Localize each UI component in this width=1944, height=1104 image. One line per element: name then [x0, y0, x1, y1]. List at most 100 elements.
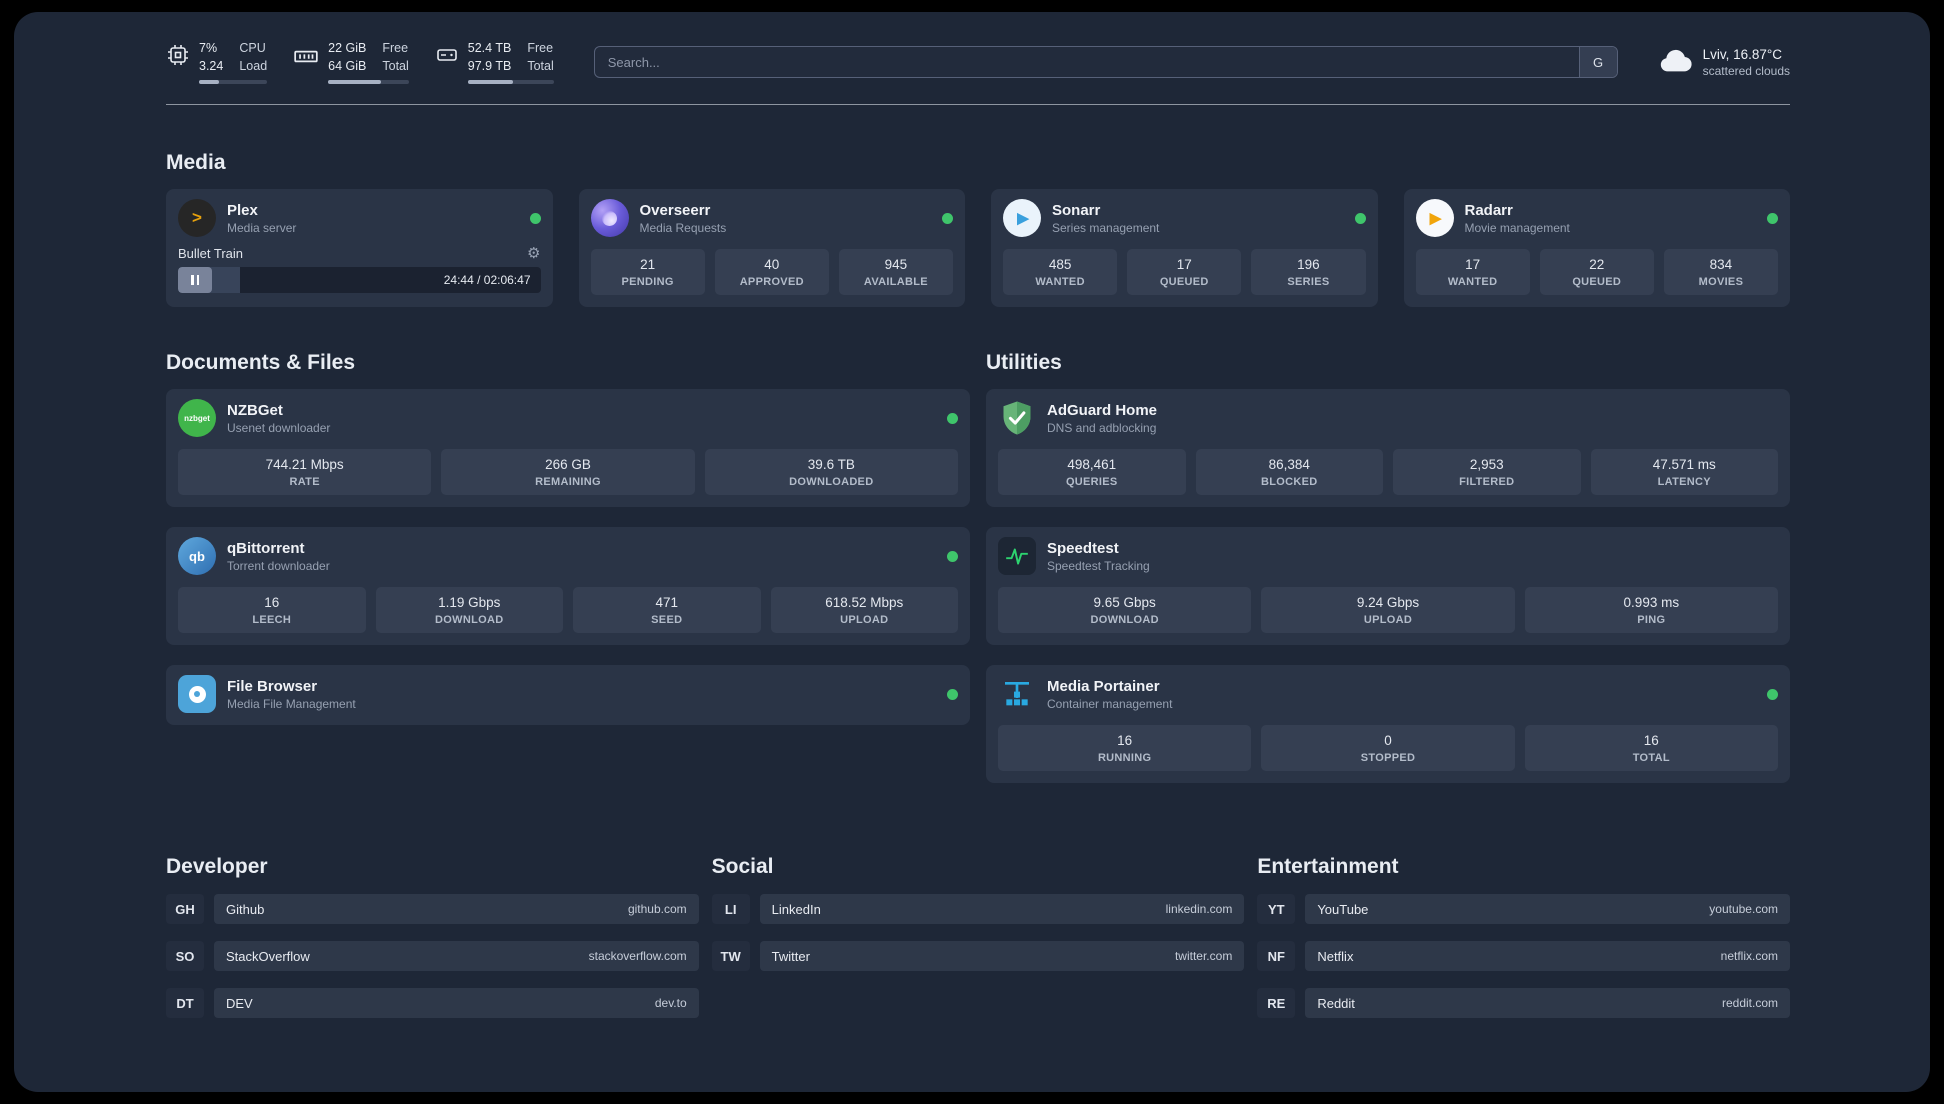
ram-progress-fill — [328, 80, 381, 84]
link-url: dev.to — [654, 996, 687, 1010]
link-linkedin[interactable]: LI LinkedIn linkedin.com — [711, 894, 1245, 924]
link-name: Reddit — [1317, 995, 1355, 1011]
link-bar: YouTube youtube.com — [1305, 894, 1790, 924]
link-stackoverflow[interactable]: SO StackOverflow stackoverflow.com — [166, 941, 699, 971]
search-input[interactable] — [594, 47, 1579, 77]
developer-section-title: Developer — [166, 855, 268, 878]
media-section: Media > Plex Media server Bullet Tr — [166, 151, 1790, 307]
stat-value: 9.65 Gbps — [1093, 595, 1156, 610]
link-bar: Netflix netflix.com — [1305, 941, 1790, 971]
playback-progress-bar[interactable]: 24:44 / 02:06:47 — [178, 267, 541, 293]
search-engine-button[interactable]: G — [1578, 47, 1617, 77]
stat-value: 16 — [264, 595, 280, 610]
stat-label: REMAINING — [535, 476, 601, 488]
portainer-card[interactable]: Media Portainer Container management 16 … — [986, 665, 1790, 783]
stat-label: AVAILABLE — [863, 276, 928, 288]
link-bar: StackOverflow stackoverflow.com — [214, 941, 699, 971]
link-bar: Twitter twitter.com — [759, 941, 1245, 971]
disk-free-label: Free — [527, 41, 554, 55]
link-name: Github — [226, 901, 265, 917]
stat-label: BLOCKED — [1261, 476, 1318, 488]
stat-value: 618.52 Mbps — [825, 595, 904, 610]
weather-widget[interactable]: Lviv, 16.87°C scattered clouds — [1658, 47, 1790, 78]
stat-label: DOWNLOAD — [435, 614, 504, 626]
radarr-icon: ▶ — [1415, 199, 1454, 237]
link-badge: SO — [166, 941, 204, 971]
qbittorrent-card[interactable]: qb qBittorrent Torrent downloader 16 LEE… — [166, 527, 970, 645]
speedtest-card[interactable]: Speedtest Speedtest Tracking 9.65 Gbps D… — [986, 527, 1790, 645]
disk-progress-track — [467, 80, 554, 84]
link-url: reddit.com — [1721, 996, 1778, 1010]
link-youtube[interactable]: YT YouTube youtube.com — [1257, 894, 1790, 924]
stat-tile: 21 PENDING — [590, 249, 705, 295]
filebrowser-card[interactable]: File Browser Media File Management — [166, 665, 970, 725]
stat-tile: 47.571 ms LATENCY — [1590, 449, 1778, 495]
stat-tile: 485 WANTED — [1003, 249, 1118, 295]
stat-tile: 945 AVAILABLE — [838, 249, 954, 295]
stat-label: RUNNING — [1097, 752, 1152, 764]
stat-label: LATENCY — [1657, 476, 1711, 488]
adguard-card[interactable]: AdGuard Home DNS and adblocking 498,461 … — [986, 389, 1790, 507]
stat-label: FILTERED — [1459, 476, 1515, 488]
link-bar: Github github.com — [214, 894, 699, 924]
nzbget-card[interactable]: nzbget NZBGet Usenet downloader 744.21 M… — [166, 389, 970, 507]
entertainment-links-section: Entertainment YT YouTube youtube.com NF … — [1257, 855, 1790, 1018]
system-metrics: 7% 3.24 CPU Load — [166, 40, 554, 84]
link-netflix[interactable]: NF Netflix netflix.com — [1257, 941, 1790, 971]
stat-tile: 834 MOVIES — [1663, 249, 1779, 295]
app-subtitle: Container management — [1047, 696, 1173, 711]
ram-free-label: Free — [382, 41, 409, 55]
link-github[interactable]: GH Github github.com — [166, 894, 699, 924]
link-bar: Reddit reddit.com — [1305, 988, 1790, 1018]
gear-icon[interactable]: ⚙ — [527, 245, 541, 262]
stat-value: 834 — [1709, 257, 1733, 272]
disk-metric: 52.4 TB 97.9 TB Free Total — [435, 40, 554, 84]
stat-tile: 17 WANTED — [1415, 249, 1530, 295]
stat-label: WANTED — [1035, 276, 1085, 288]
stat-tile: 266 GB REMAINING — [441, 449, 695, 495]
link-badge: NF — [1257, 941, 1296, 971]
search-bar: G — [593, 46, 1618, 78]
app-name: NZBGet — [227, 401, 283, 419]
utilities-section: Utilities — [986, 351, 1790, 783]
cpu-icon — [166, 40, 190, 67]
stat-value: 485 — [1048, 257, 1072, 272]
adguard-icon — [998, 399, 1036, 437]
sonarr-card[interactable]: ▶ Sonarr Series management 485 WANTED — [991, 189, 1378, 307]
status-dot — [947, 412, 958, 424]
link-reddit[interactable]: RE Reddit reddit.com — [1257, 988, 1790, 1018]
disk-total-label: Total — [527, 58, 554, 73]
pause-button[interactable] — [178, 267, 212, 293]
stat-label: SERIES — [1287, 276, 1330, 288]
stat-tile: 744.21 Mbps RATE — [178, 449, 432, 495]
stat-value: 945 — [884, 257, 908, 272]
link-name: DEV — [226, 995, 253, 1011]
plex-card[interactable]: > Plex Media server Bullet Train ⚙ — [166, 189, 553, 307]
status-dot — [1767, 688, 1778, 700]
cpu-label: CPU — [239, 41, 266, 55]
cpu-progress-track — [199, 80, 268, 84]
stat-label: QUEUED — [1572, 276, 1622, 288]
app-name: File Browser — [227, 677, 318, 695]
radarr-card[interactable]: ▶ Radarr Movie management 17 WANTED — [1403, 189, 1790, 307]
stat-value: 2,953 — [1469, 457, 1504, 472]
app-subtitle: Media Requests — [639, 220, 727, 235]
weather-condition: scattered clouds — [1702, 63, 1790, 78]
overseerr-card[interactable]: Overseerr Media Requests 21 PENDING 40 A… — [578, 189, 965, 307]
entertainment-section-title: Entertainment — [1257, 855, 1399, 878]
stat-value: 0.993 ms — [1623, 595, 1680, 610]
link-dev[interactable]: DT DEV dev.to — [166, 988, 699, 1018]
stat-label: PENDING — [621, 276, 674, 288]
app-subtitle: Media File Management — [227, 696, 356, 711]
ram-progress-track — [328, 80, 409, 84]
stat-value: 47.571 ms — [1652, 457, 1716, 472]
playback-time: 24:44 / 02:06:47 — [443, 273, 531, 287]
nzbget-icon: nzbget — [178, 399, 216, 437]
link-twitter[interactable]: TW Twitter twitter.com — [711, 941, 1245, 971]
stat-label: DOWNLOAD — [1090, 614, 1159, 626]
plex-now-playing: Bullet Train ⚙ 24:44 / 02:06:47 — [178, 246, 541, 293]
link-bar: LinkedIn linkedin.com — [759, 894, 1245, 924]
stat-value: 196 — [1297, 257, 1320, 272]
status-dot — [529, 212, 541, 224]
stat-label: LEECH — [252, 614, 292, 626]
